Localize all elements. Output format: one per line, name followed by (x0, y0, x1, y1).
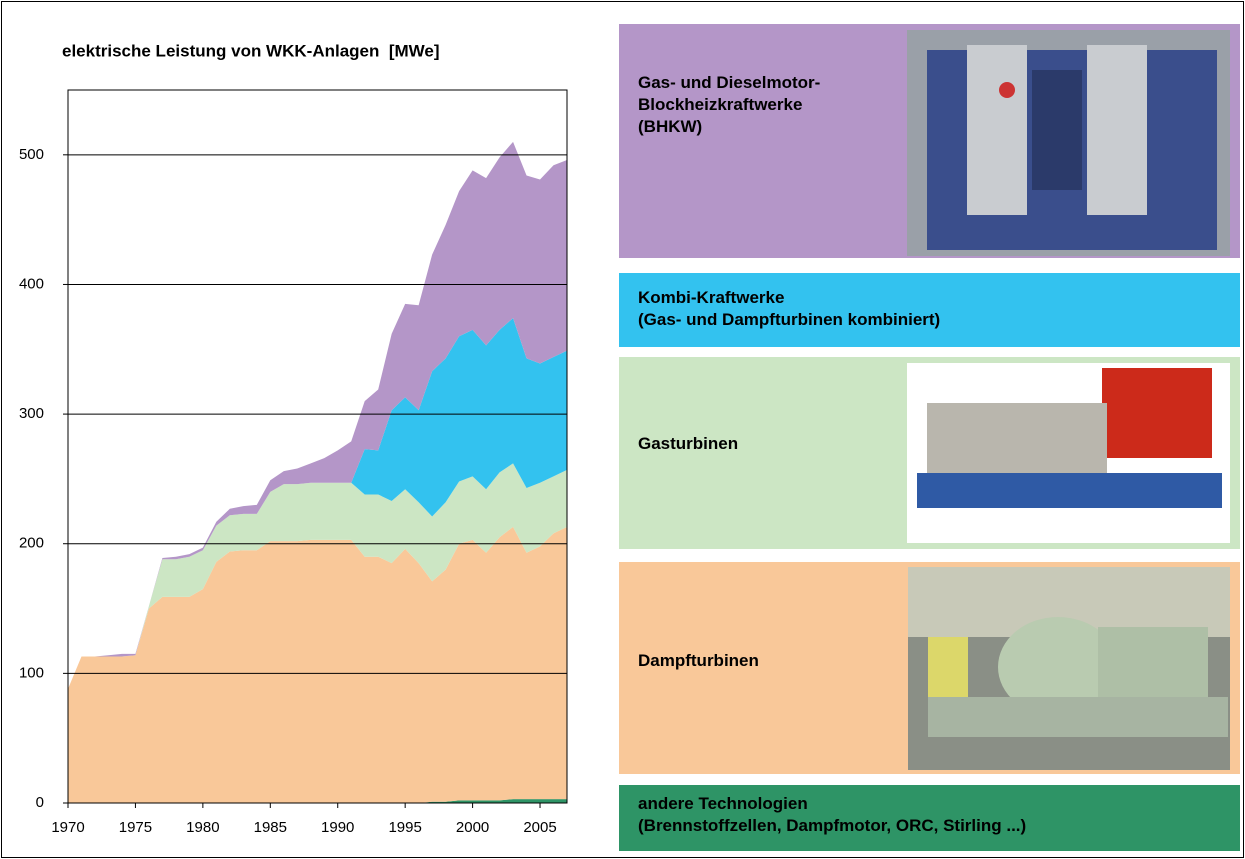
legend-panel: andere Technologien (Brennstoffzellen, D… (619, 785, 1240, 851)
photo-dampfturbine (908, 567, 1230, 770)
x-tick-label: 1985 (254, 819, 287, 836)
chart: elektrische Leistung von WKK-Anlagen [MW… (0, 0, 610, 859)
legend-panel: Kombi-Kraftwerke (Gas- und Dampfturbinen… (619, 273, 1240, 347)
photo-bhkw (907, 30, 1230, 256)
photo-gasturbine (907, 363, 1230, 543)
chart-title: elektrische Leistung von WKK-Anlagen [MW… (62, 41, 440, 60)
legend-label: Gas- und Dieselmotor- Blockheizkraftwerk… (638, 72, 820, 138)
legend-label: andere Technologien (Brennstoffzellen, D… (638, 793, 1026, 837)
x-tick-label: 2000 (456, 819, 489, 836)
page: elektrische Leistung von WKK-Anlagen [MW… (0, 0, 1245, 859)
x-tick-label: 1995 (388, 819, 421, 836)
y-tick-label: 100 (19, 664, 44, 681)
x-tick-label: 1970 (51, 819, 84, 836)
area (68, 527, 567, 803)
y-tick-label: 0 (36, 794, 44, 811)
x-tick-label: 2005 (523, 819, 556, 836)
x-tick-label: 1990 (321, 819, 354, 836)
y-tick-label: 400 (19, 275, 44, 292)
legend-label: Kombi-Kraftwerke (Gas- und Dampfturbinen… (638, 287, 940, 331)
y-tick-label: 300 (19, 405, 44, 422)
y-tick-label: 200 (19, 535, 44, 552)
legend-label: Dampfturbinen (638, 650, 759, 672)
x-tick-label: 1975 (119, 819, 152, 836)
legend-label: Gasturbinen (638, 433, 738, 455)
y-tick-label: 500 (19, 146, 44, 163)
x-tick-label: 1980 (186, 819, 219, 836)
